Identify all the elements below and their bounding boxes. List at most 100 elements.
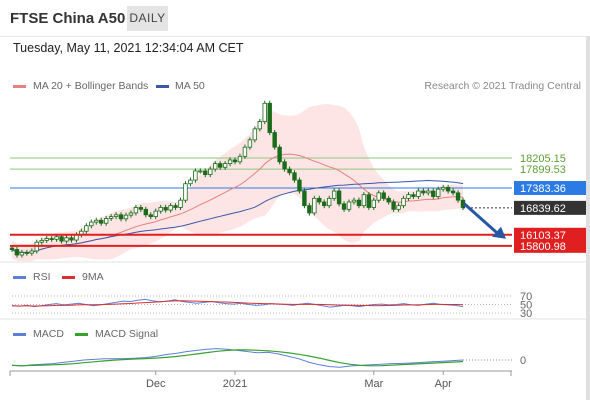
candle-body <box>9 247 15 250</box>
candle-body <box>361 194 367 207</box>
candle-body <box>445 186 451 192</box>
candle-body <box>188 179 193 185</box>
candle-body <box>198 170 203 173</box>
forecast-arrow-shaft <box>463 202 499 235</box>
candle-body <box>391 201 396 210</box>
candle-body <box>346 201 352 210</box>
candle-body <box>123 214 129 220</box>
rsi-ma-legend-label: 9MA <box>82 271 104 283</box>
candles <box>9 100 466 258</box>
instrument-title: FTSE China A50 <box>10 10 126 27</box>
candle-body <box>14 249 20 256</box>
candle-body <box>287 168 292 174</box>
candle-body <box>108 216 114 219</box>
candle-body <box>386 197 391 203</box>
candle-body <box>54 236 59 240</box>
candle-body <box>203 170 208 175</box>
candle-body <box>113 214 119 218</box>
candle-body <box>44 238 49 241</box>
candle-body <box>217 163 223 168</box>
period-button[interactable]: DAILY <box>127 6 168 31</box>
x-tick-label: 2021 <box>223 378 247 390</box>
candle-body <box>416 190 421 197</box>
candle-body <box>89 221 94 227</box>
candle-body <box>307 205 312 214</box>
candle-body <box>138 207 144 210</box>
candle-body <box>158 207 163 212</box>
candle-body <box>426 190 431 194</box>
candle-body <box>277 146 282 163</box>
candle-body <box>19 252 25 256</box>
rsi-line <box>11 298 464 308</box>
candle-body <box>282 161 287 170</box>
candle-body <box>326 197 332 207</box>
candle-body <box>208 168 213 175</box>
candle-body <box>431 190 436 197</box>
last-price-label: 16839.62 <box>520 203 566 215</box>
credit-text: Research © 2021 Trading Central <box>424 80 581 92</box>
macd-signal-line <box>11 349 464 367</box>
candle-body <box>183 183 188 201</box>
rsi-tick-label: 50 <box>520 300 532 312</box>
candle-body <box>252 128 258 141</box>
candle-body <box>406 194 411 199</box>
ma20-legend-label: MA 20 + Bollinger Bands <box>33 80 149 92</box>
ma20-legend-swatch <box>13 85 26 88</box>
candle-body <box>59 236 64 242</box>
ma50-legend-label: MA 50 <box>175 80 205 92</box>
candle-body <box>148 214 153 218</box>
candle-body <box>292 172 297 181</box>
candle-body <box>118 214 124 220</box>
candle-body <box>212 163 218 170</box>
candle-body <box>440 186 446 190</box>
rsi-tick-label: 70 <box>520 291 532 303</box>
macd-legend-label: MACD <box>33 328 64 340</box>
candle-body <box>257 121 263 130</box>
candle-body <box>94 219 99 223</box>
resistance-1-label: 17899.53 <box>520 164 566 176</box>
candle-body <box>267 102 272 133</box>
rsi-legend-swatch <box>13 276 26 279</box>
candle-body <box>331 190 337 199</box>
candle-body <box>450 190 456 194</box>
current-price-label-bg <box>514 180 586 195</box>
candle-body <box>173 205 178 208</box>
timestamp: Tuesday, May 11, 2021 12:34:04 AM CET <box>13 41 244 55</box>
candle-body <box>232 159 238 163</box>
candle-body <box>436 188 441 197</box>
candle-body <box>376 192 381 201</box>
resistance-2-label: 18205.15 <box>520 153 566 165</box>
candle-body <box>356 199 362 207</box>
rsi-legend-label: RSI <box>33 271 51 283</box>
chart-header: FTSE China A50 DAILY <box>0 0 590 37</box>
candle-body <box>381 192 386 199</box>
support-1-label: 16103.37 <box>520 230 566 242</box>
candle-body <box>128 212 134 216</box>
candle-body <box>84 225 89 232</box>
candle-body <box>371 199 376 208</box>
candle-body <box>24 252 30 254</box>
candle-body <box>302 190 307 207</box>
candle-body <box>103 218 109 224</box>
candle-body <box>401 197 406 207</box>
current-price-label: 17383.36 <box>520 183 566 195</box>
x-tick-label: Apr <box>435 378 452 390</box>
candle-body <box>421 190 426 194</box>
candle-body <box>69 237 74 241</box>
candle-body <box>227 159 233 165</box>
candle-body <box>322 201 327 207</box>
candle-body <box>366 194 372 208</box>
candle-body <box>297 179 302 192</box>
support-1-label-bg <box>514 227 586 242</box>
candle-body <box>64 237 69 242</box>
candle-body <box>272 132 277 148</box>
candle-body <box>133 207 139 214</box>
candle-body <box>455 192 461 201</box>
x-tick-label: Mar <box>364 378 383 390</box>
rsi-tick-label: 30 <box>520 308 532 320</box>
candle-body <box>49 238 54 240</box>
candle-body <box>39 239 44 243</box>
ma50-line <box>11 179 464 254</box>
candle-body <box>317 197 322 203</box>
